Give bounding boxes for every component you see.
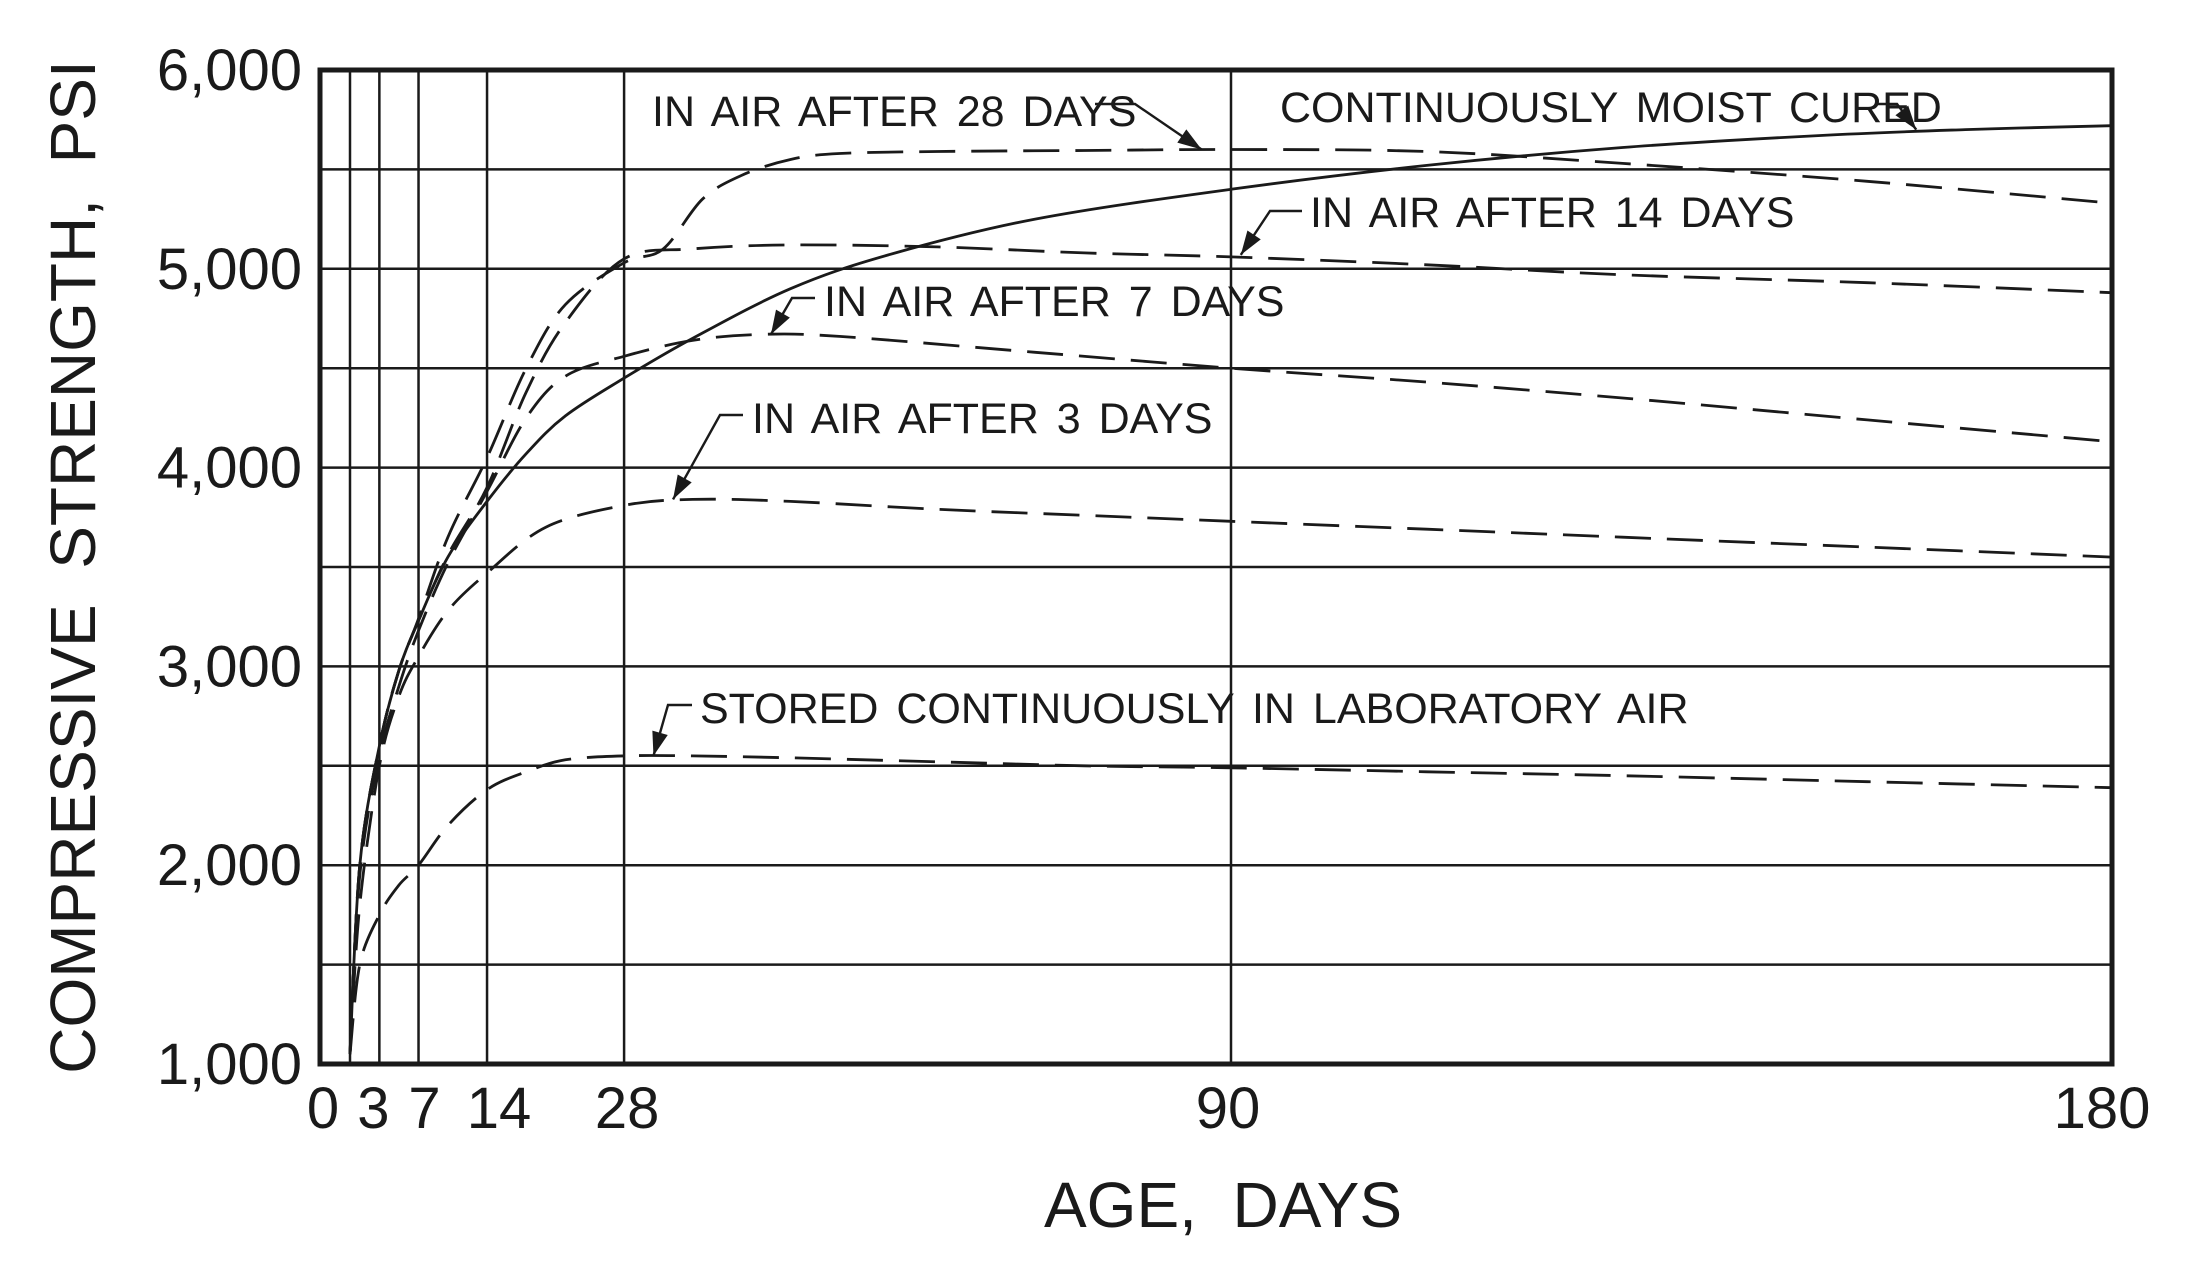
annotation-leader-6: [652, 703, 692, 757]
annotation-arrow-6: [652, 730, 668, 756]
x-tick-labels: 0 3 7 14 28 90 180: [307, 1076, 2151, 1141]
plot-frame: [317, 67, 2115, 1067]
x-tick-label: 3: [357, 1076, 389, 1141]
series-line-3: [348, 243, 2113, 1055]
annotation-arrow-1: [1177, 129, 1202, 150]
x-tick-label: 7: [408, 1076, 440, 1141]
y-tick-label: 5,000: [157, 237, 302, 302]
annotation-arrow-3: [1240, 230, 1261, 255]
y-tick-labels: 1,000 2,000 3,000 4,000 5,000 6,000: [157, 38, 302, 1097]
annotation-arrow-5: [673, 474, 692, 500]
annotation-leader-1: [1095, 102, 1203, 151]
x-tick-label: 0: [307, 1076, 339, 1141]
series-line-2: [348, 148, 2113, 1055]
annotations: IN AIR AFTER 28 DAYS CONTINUOUSLY MOIST C…: [652, 84, 1942, 757]
series-line-6: [348, 754, 2113, 1055]
annotation-label-4: IN AIR AFTER 7 DAYS: [824, 278, 1285, 326]
x-tick-label: 28: [595, 1076, 660, 1141]
y-tick-label: 3,000: [157, 634, 302, 699]
x-axis-title: AGE, DAYS: [1044, 1169, 1402, 1241]
annotation-label-5: IN AIR AFTER 3 DAYS: [752, 395, 1213, 443]
y-tick-label: 4,000: [157, 436, 302, 501]
x-tick-label: 180: [2054, 1076, 2151, 1141]
x-tick-label: 14: [467, 1076, 532, 1141]
annotation-arrow-2: [1895, 105, 1917, 130]
annotation-label-6: STORED CONTINUOUSLY IN LABORATORY AIR: [700, 685, 1689, 733]
series-line-4: [348, 332, 2113, 1055]
y-tick-label: 1,000: [157, 1032, 302, 1097]
y-axis-title: COMPRESSIVE STRENGTH, PSI: [37, 60, 109, 1074]
series-lines: [348, 124, 2113, 1055]
y-tick-label: 6,000: [157, 38, 302, 103]
y-tick-label: 2,000: [157, 833, 302, 898]
x-tick-label: 90: [1196, 1076, 1261, 1141]
annotation-label-1: IN AIR AFTER 28 DAYS: [652, 88, 1136, 136]
annotation-arrow-4: [770, 309, 790, 335]
annotation-leader-5: [671, 413, 743, 500]
annotation-label-2: CONTINUOUSLY MOIST CURED: [1280, 84, 1942, 132]
series-line-5: [348, 497, 2113, 1055]
grid-lines: [320, 68, 2114, 1066]
annotation-label-3: IN AIR AFTER 14 DAYS: [1310, 189, 1794, 237]
